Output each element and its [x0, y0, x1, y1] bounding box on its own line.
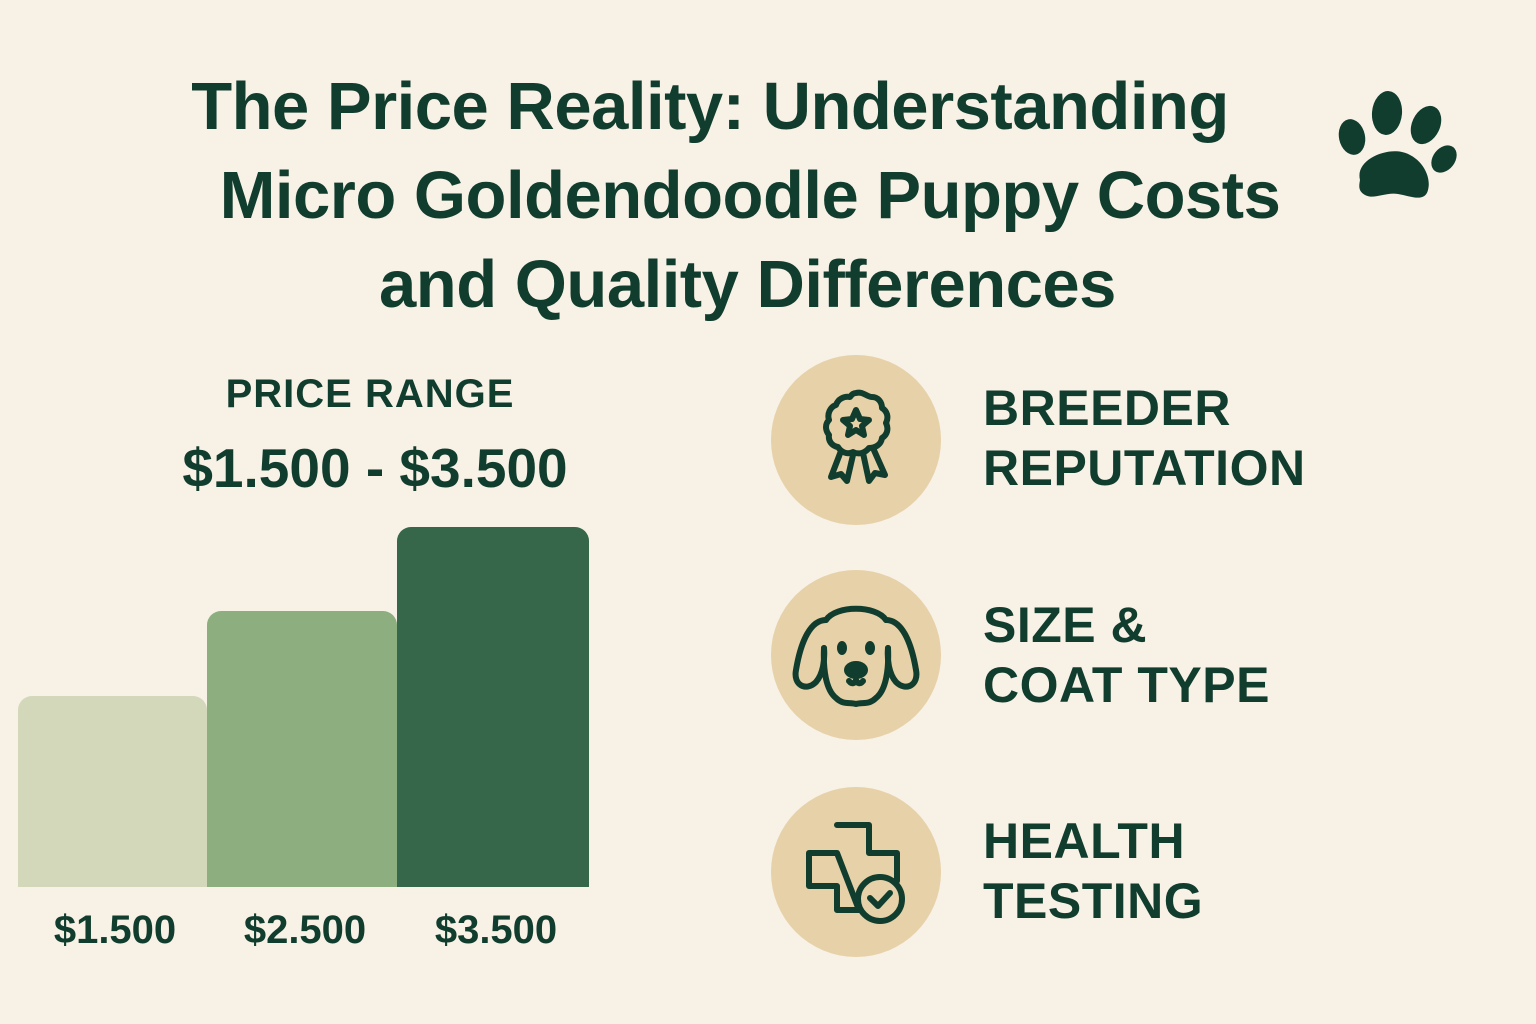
paw-print-icon [1338, 91, 1457, 198]
award-ribbon-icon [823, 389, 891, 484]
price-bar-chart [18, 500, 589, 887]
bar-label-3500: $3.500 [434, 908, 558, 952]
title-line-2: Micro Goldendoodle Puppy Costs [219, 158, 1281, 233]
price-range-label: PRICE RANGE [225, 372, 515, 416]
factor-label-health-testing: HEALTH TESTING [983, 813, 1204, 929]
factor-label-breeder-reputation: BREEDER REPUTATION [983, 380, 1306, 496]
health-cross-check-icon [806, 822, 905, 924]
factor-breeder-reputation [771, 355, 941, 525]
bar-2500 [207, 611, 397, 887]
factor-size-coat-type [771, 570, 941, 740]
page-title: The Price Reality: Understanding Micro G… [0, 62, 1420, 329]
factor-health-testing [771, 787, 941, 957]
bar-label-1500: $1.500 [53, 908, 177, 952]
title-line-3: and Quality Differences [379, 247, 1116, 322]
bar-3500 [397, 527, 589, 887]
bar-label-2500: $2.500 [243, 908, 367, 952]
title-line-1: The Price Reality: Understanding [191, 69, 1229, 144]
factor-label-size-coat-type: SIZE & COAT TYPE [983, 597, 1270, 713]
price-range-value: $1.500 - $3.500 [182, 437, 568, 499]
dog-face-icon [792, 605, 920, 707]
bar-1500 [18, 696, 207, 887]
